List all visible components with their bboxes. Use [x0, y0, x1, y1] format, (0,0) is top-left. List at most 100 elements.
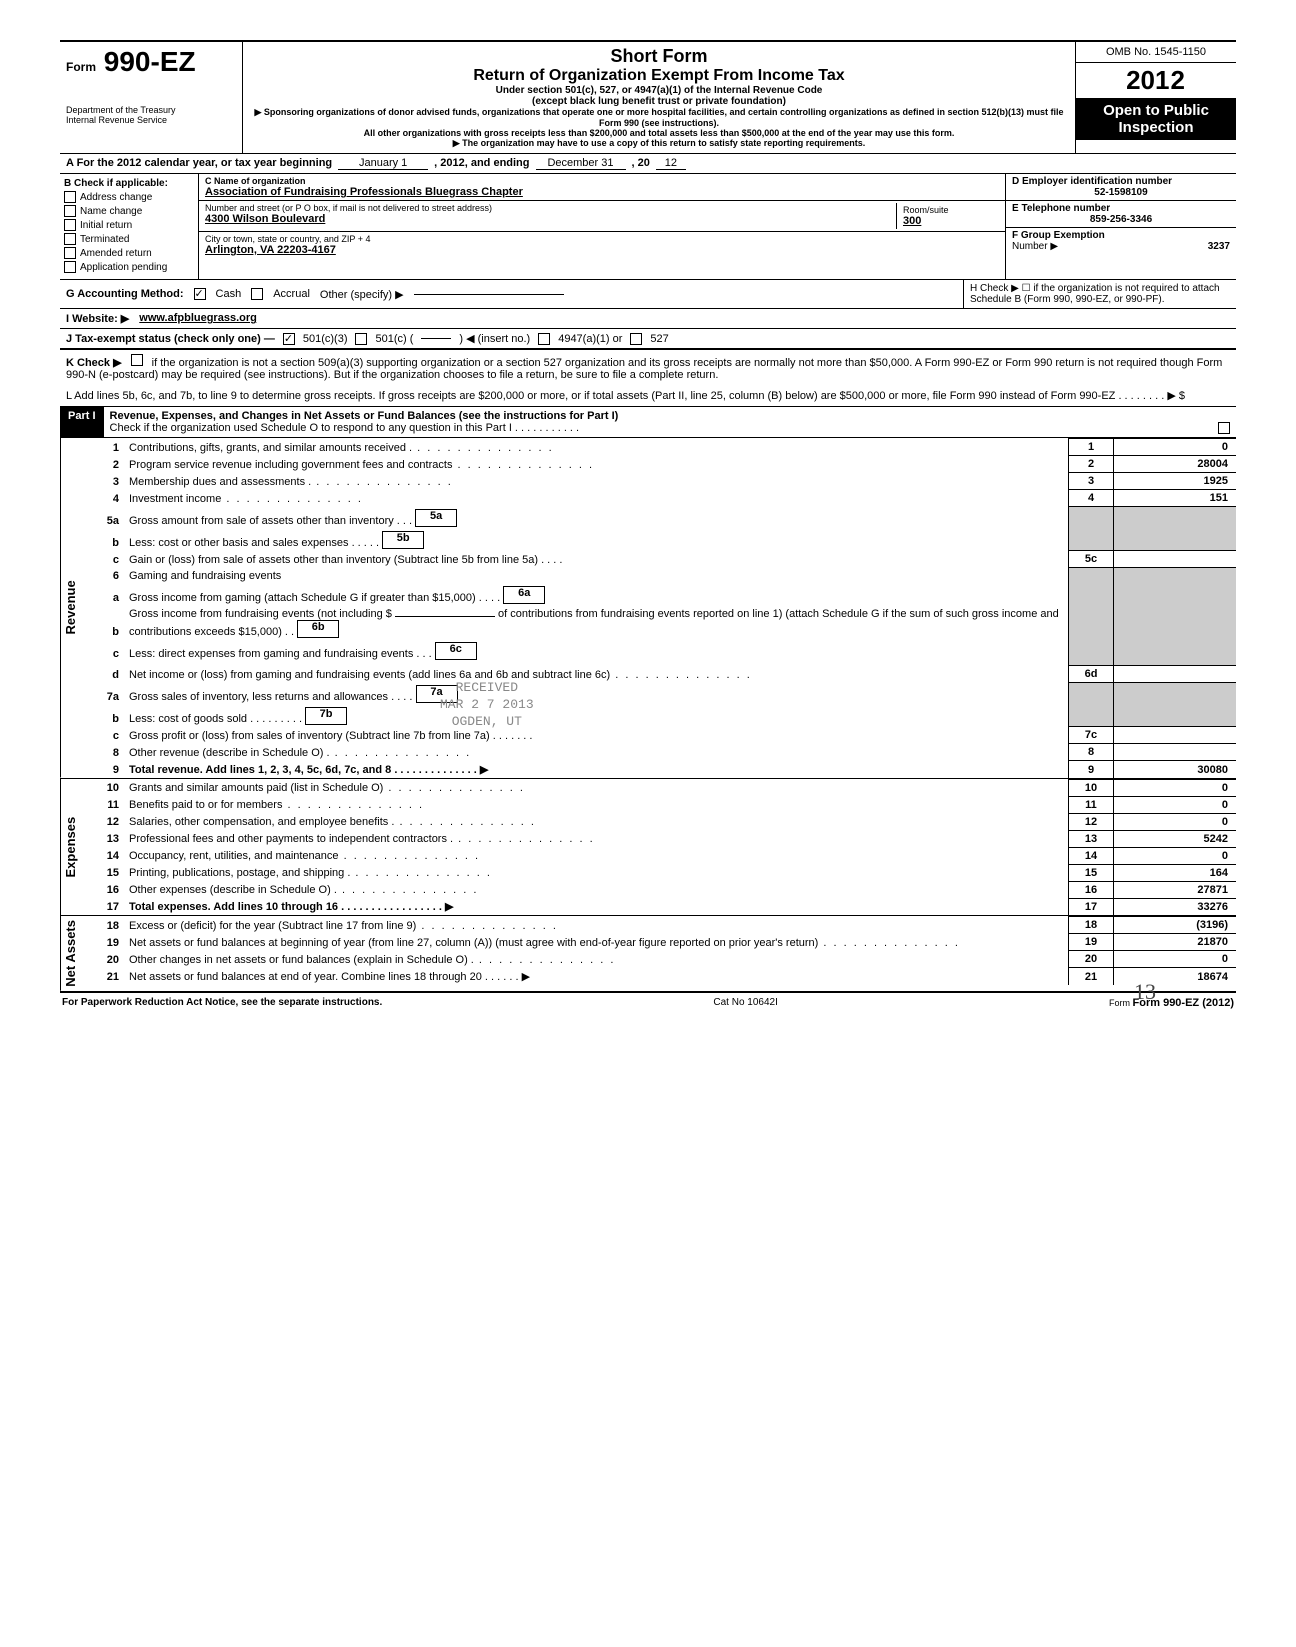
- line-g: G Accounting Method: Cash Accrual Other …: [60, 280, 963, 308]
- line-g-h-row: G Accounting Method: Cash Accrual Other …: [60, 280, 1236, 309]
- line-value: 164: [1114, 864, 1237, 881]
- checkbox-527-icon[interactable]: [630, 333, 642, 345]
- checkbox-part1-icon[interactable]: [1218, 422, 1230, 434]
- line-4: 4 Investment income 4 151: [87, 490, 1236, 507]
- right-num: 3: [1069, 473, 1114, 490]
- revenue-table: 1 Contributions, gifts, grants, and simi…: [87, 438, 1236, 778]
- line-num: b: [87, 529, 125, 551]
- g-other-blank[interactable]: [414, 294, 564, 295]
- checkbox-accrual-icon[interactable]: [251, 288, 263, 300]
- chk-terminated[interactable]: Terminated: [64, 233, 194, 245]
- checkbox-501c-icon[interactable]: [355, 333, 367, 345]
- e-label: E Telephone number: [1012, 203, 1230, 214]
- line-num: 9: [87, 761, 125, 778]
- room-value: 300: [903, 215, 993, 227]
- city-value: Arlington, VA 22203-4167: [205, 244, 999, 256]
- line-num: b: [87, 705, 125, 727]
- j-opt1: 501(c)(3): [303, 333, 348, 345]
- line-num: 6: [87, 568, 125, 584]
- line-7c: c Gross profit or (loss) from sales of i…: [87, 727, 1236, 744]
- right-num: 2: [1069, 456, 1114, 473]
- line-2: 2 Program service revenue including gove…: [87, 456, 1236, 473]
- k-text: if the organization is not a section 509…: [66, 357, 1222, 381]
- inner-box-7b: 7b: [305, 707, 347, 725]
- line-value: 0: [1114, 813, 1237, 830]
- part1-title: Revenue, Expenses, and Changes in Net As…: [104, 407, 1236, 437]
- g-cash: Cash: [216, 288, 242, 300]
- note1: Sponsoring organizations of donor advise…: [251, 107, 1067, 128]
- line-desc: Membership dues and assessments .: [125, 473, 1069, 490]
- line-value: 0: [1114, 951, 1237, 968]
- line-num: c: [87, 551, 125, 568]
- line-desc: Total expenses. Add lines 10 through 16 …: [125, 898, 1069, 915]
- j-insert-blank[interactable]: [421, 338, 451, 339]
- form-header: Form 990-EZ Department of the Treasury I…: [60, 40, 1236, 154]
- right-num: 11: [1069, 796, 1114, 813]
- checkbox-cash-icon[interactable]: [194, 288, 206, 300]
- line-value: [1114, 727, 1237, 744]
- g-other: Other (specify) ▶: [320, 288, 404, 301]
- line-num: a: [87, 584, 125, 606]
- line-desc: Contributions, gifts, grants, and simila…: [125, 439, 1069, 456]
- line-9: 9 Total revenue. Add lines 1, 2, 3, 4, 5…: [87, 761, 1236, 778]
- line-num: 21: [87, 968, 125, 985]
- right-num: 7c: [1069, 727, 1114, 744]
- right-num: 15: [1069, 864, 1114, 881]
- group-num: 3237: [1208, 241, 1230, 252]
- line-value: 0: [1114, 779, 1237, 796]
- room-cell: Room/suite 300: [896, 203, 999, 229]
- col-b: B Check if applicable: Address change Na…: [60, 174, 199, 279]
- line-desc: Benefits paid to or for members: [125, 796, 1069, 813]
- line-desc: Printing, publications, postage, and shi…: [125, 864, 1069, 881]
- checkbox-icon: [64, 233, 76, 245]
- website-link[interactable]: www.afpbluegrass.org: [139, 312, 257, 325]
- desc-text: Gross sales of inventory, less returns a…: [129, 691, 412, 703]
- chk-label: Initial return: [80, 220, 132, 231]
- right-num: 9: [1069, 761, 1114, 778]
- checkbox-4947-icon[interactable]: [538, 333, 550, 345]
- chk-name-change[interactable]: Name change: [64, 205, 194, 217]
- chk-application-pending[interactable]: Application pending: [64, 261, 194, 273]
- line-num: 14: [87, 847, 125, 864]
- blank-line[interactable]: [395, 616, 495, 617]
- line-desc: Net income or (loss) from gaming and fun…: [125, 666, 1069, 683]
- chk-amended-return[interactable]: Amended return: [64, 247, 194, 259]
- desc-text: Less: direct expenses from gaming and fu…: [129, 648, 432, 660]
- city-label: City or town, state or country, and ZIP …: [205, 234, 999, 244]
- line-desc: Other changes in net assets or fund bala…: [125, 951, 1069, 968]
- checkbox-501c3-icon[interactable]: [283, 333, 295, 345]
- line-num: 19: [87, 934, 125, 951]
- ein: 52-1598109: [1012, 187, 1230, 198]
- line-5c: c Gain or (loss) from sale of assets oth…: [87, 551, 1236, 568]
- year-prefix: 20: [1126, 65, 1155, 95]
- e-row: E Telephone number 859-256-3346: [1006, 201, 1236, 228]
- chk-address-change[interactable]: Address change: [64, 191, 194, 203]
- right-num: 19: [1069, 934, 1114, 951]
- line-11: 11 Benefits paid to or for members 11 0: [87, 796, 1236, 813]
- line-num: 2: [87, 456, 125, 473]
- line-desc: Grants and similar amounts paid (list in…: [125, 779, 1069, 796]
- shaded-cell: [1114, 568, 1237, 666]
- line-desc: Total revenue. Add lines 1, 2, 3, 4, 5c,…: [125, 761, 1069, 778]
- line-a-prefix: A For the 2012 calendar year, or tax yea…: [66, 157, 332, 170]
- line-5a: 5a Gross amount from sale of assets othe…: [87, 507, 1236, 529]
- line-num: 18: [87, 917, 125, 934]
- desc-text: Gross amount from sale of assets other t…: [129, 515, 394, 527]
- c-label: C Name of organization: [205, 176, 999, 186]
- line-6c: c Less: direct expenses from gaming and …: [87, 640, 1236, 662]
- checkbox-k-icon[interactable]: [131, 354, 143, 366]
- footer-right: Form Form 990-EZ (2012): [1109, 997, 1234, 1009]
- net-assets-section: Net Assets 18 Excess or (deficit) for th…: [60, 916, 1236, 993]
- f-row: F Group Exemption Number ▶ 3237: [1006, 228, 1236, 254]
- chk-label: Name change: [80, 206, 142, 217]
- net-assets-table: 18 Excess or (deficit) for the year (Sub…: [87, 916, 1236, 985]
- shaded-cell: [1069, 507, 1114, 551]
- line-l: L Add lines 5b, 6c, and 7b, to line 9 to…: [60, 385, 1236, 406]
- title-sub: Return of Organization Exempt From Incom…: [251, 67, 1067, 85]
- line-desc: Gross income from gaming (attach Schedul…: [125, 584, 1069, 606]
- line-num: c: [87, 727, 125, 744]
- chk-initial-return[interactable]: Initial return: [64, 219, 194, 231]
- f-label: F Group Exemption: [1012, 230, 1105, 241]
- line-value: 151: [1114, 490, 1237, 507]
- line-num: 5a: [87, 507, 125, 529]
